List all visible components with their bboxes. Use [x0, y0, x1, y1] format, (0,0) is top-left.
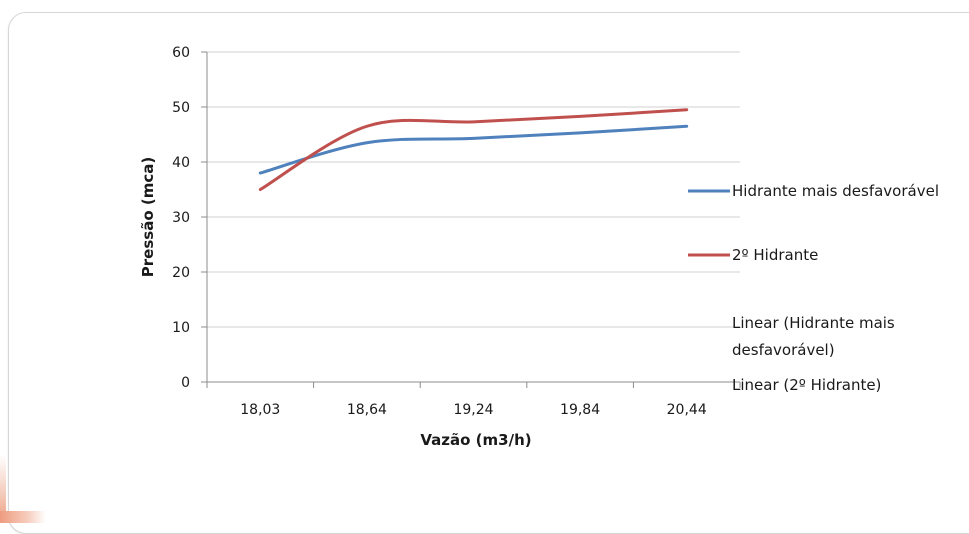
legend-item-trendline-2[interactable]: Linear (2º Hidrante)	[732, 376, 881, 394]
gridlines	[201, 52, 740, 382]
y-axis-title: Pressão (mca)	[139, 157, 157, 277]
legend-item-trendline-1[interactable]: Linear (Hidrante mais desfavorável)	[732, 314, 895, 359]
legend-label-trendline-1-line1: Linear (Hidrante mais	[732, 314, 895, 332]
legend-label-series-2: 2º Hidrante	[732, 246, 818, 264]
y-tick-label: 20	[172, 265, 190, 281]
legend-label-trendline-1-line2: desfavorável)	[732, 341, 835, 359]
series-line-1[interactable]	[260, 126, 686, 173]
y-tick-label: 40	[172, 155, 190, 171]
y-tick-label: 50	[172, 100, 190, 116]
x-axis-title: Vazão (m3/h)	[420, 431, 531, 449]
x-tick-label: 20,44	[667, 402, 707, 418]
legend: Hidrante mais desfavorável 2º Hidrante L…	[688, 182, 939, 394]
y-tick-label: 0	[181, 375, 190, 391]
y-tick-label: 10	[172, 320, 190, 336]
legend-item-series-2[interactable]: 2º Hidrante	[688, 246, 818, 264]
legend-label-series-1: Hidrante mais desfavorável	[732, 182, 939, 200]
y-tick-label: 60	[172, 45, 190, 61]
x-tick-label: 18,03	[240, 402, 280, 418]
x-tick-label: 19,24	[453, 402, 493, 418]
series-lines	[260, 110, 686, 190]
axes	[207, 52, 740, 388]
x-tick-label: 19,84	[560, 402, 600, 418]
y-tick-label: 30	[172, 210, 190, 226]
legend-item-series-1[interactable]: Hidrante mais desfavorável	[688, 182, 939, 200]
legend-label-trendline-2: Linear (2º Hidrante)	[732, 376, 881, 394]
x-tick-labels: 18,03 18,64 19,24 19,84 20,44	[240, 402, 707, 418]
x-tick-label: 18,64	[347, 402, 387, 418]
y-tick-labels: 0 10 20 30 40 50 60	[172, 45, 190, 391]
series-line-2[interactable]	[260, 110, 686, 190]
